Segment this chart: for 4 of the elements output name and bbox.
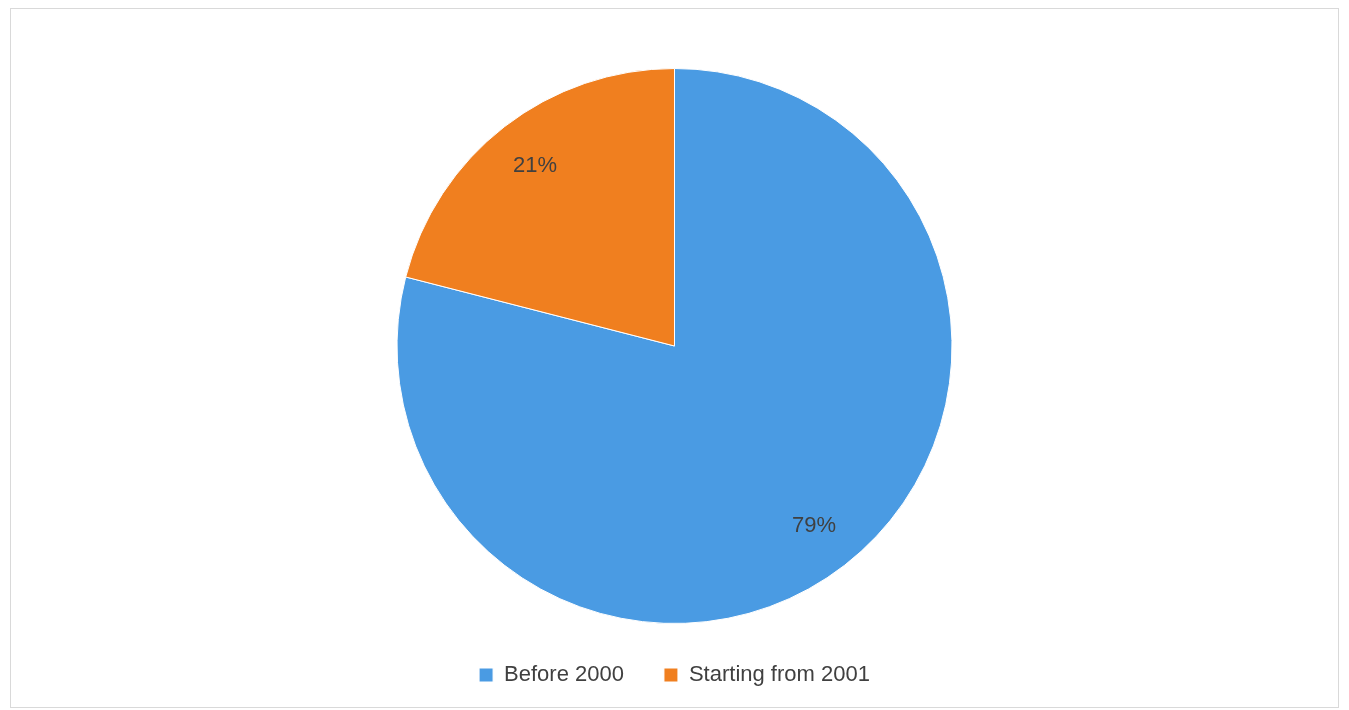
legend-label: Before 2000 [504,661,624,687]
legend-label: Starting from 2001 [688,661,870,687]
data-label: 79% [791,511,836,537]
data-label: 21% [513,152,558,178]
